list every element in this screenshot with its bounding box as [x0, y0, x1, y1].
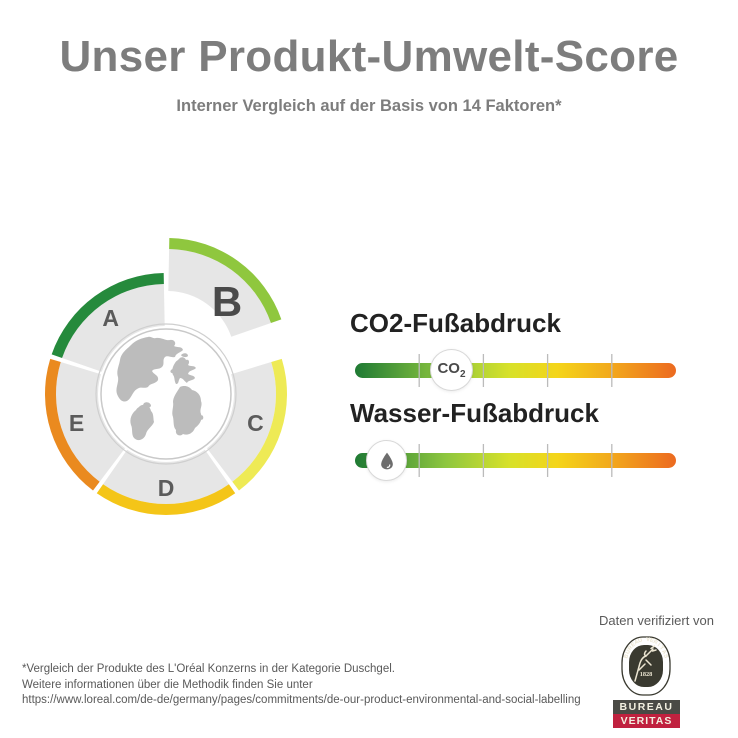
svg-text:1828: 1828	[640, 671, 653, 678]
